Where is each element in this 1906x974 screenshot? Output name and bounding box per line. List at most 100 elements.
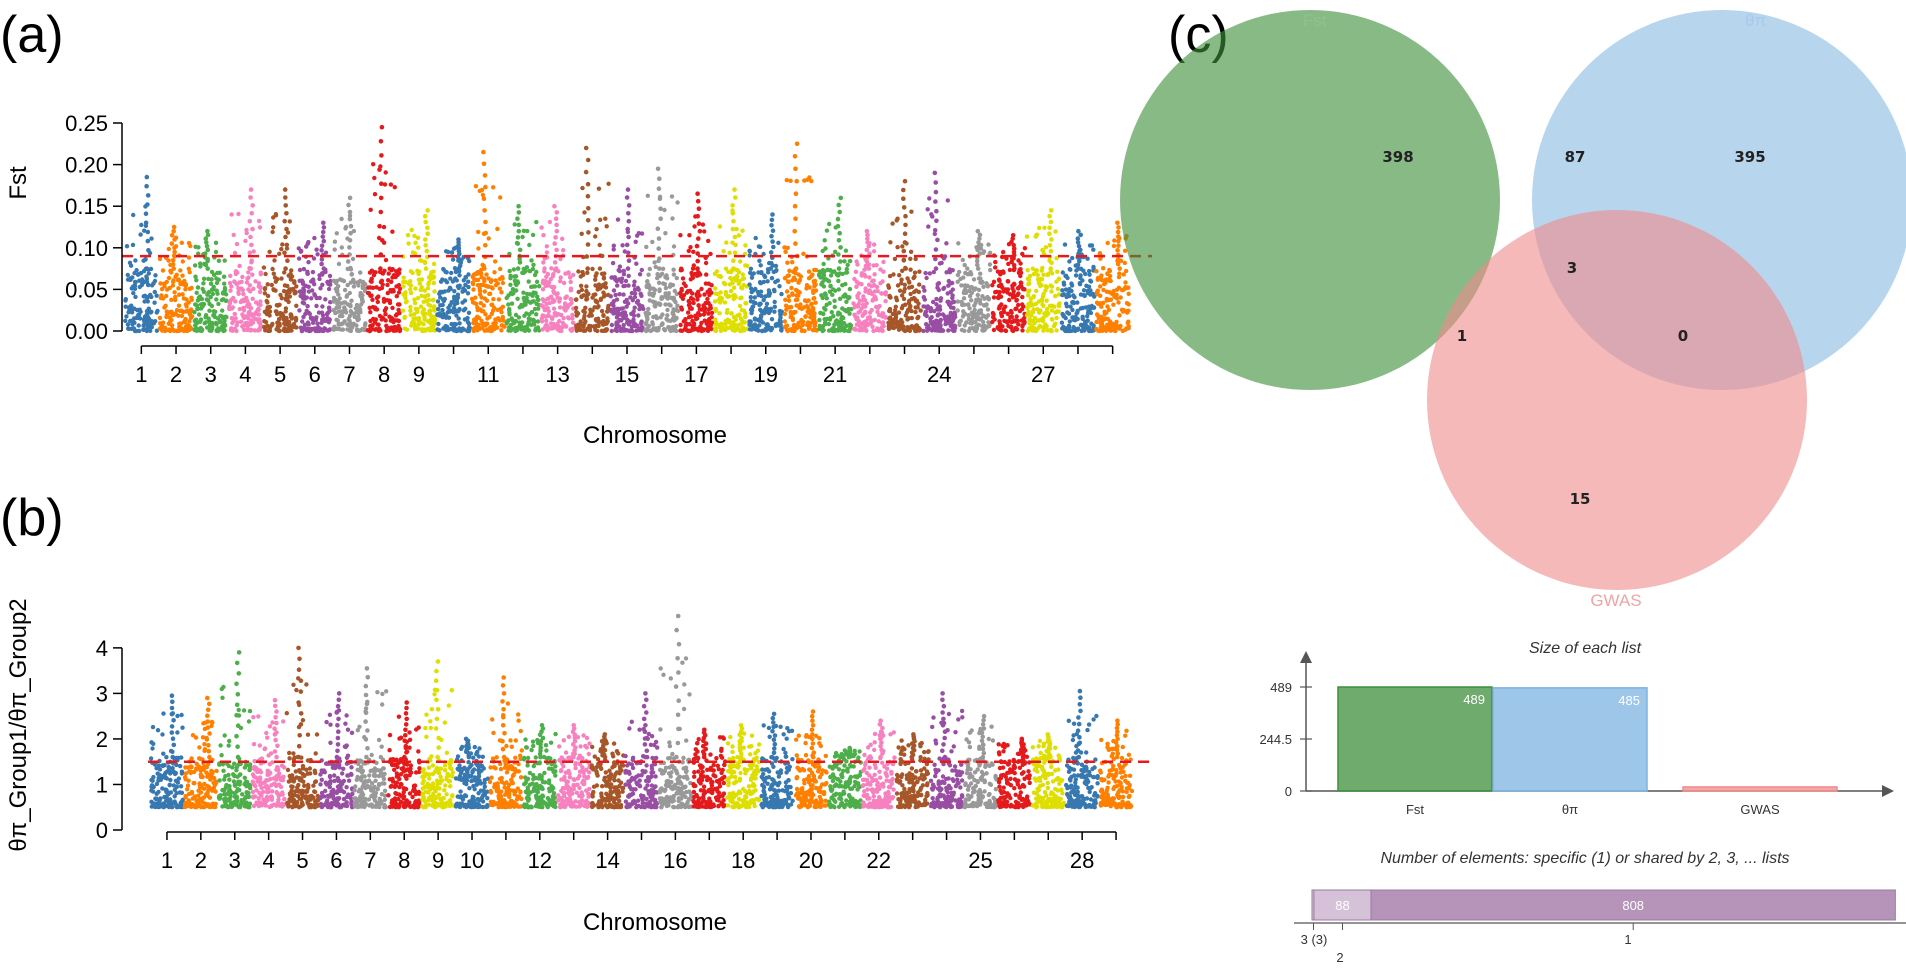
a-point bbox=[326, 320, 332, 325]
a-point bbox=[351, 228, 357, 234]
a-point bbox=[985, 307, 991, 312]
b-point bbox=[201, 721, 206, 726]
a-point bbox=[359, 302, 364, 307]
a-point bbox=[671, 267, 676, 272]
a-point bbox=[240, 312, 245, 317]
a-point bbox=[679, 267, 684, 273]
a-point bbox=[1011, 292, 1016, 297]
a-point bbox=[683, 317, 688, 322]
a-peak-point bbox=[481, 231, 487, 236]
b-point bbox=[158, 776, 163, 781]
a-peak-point bbox=[933, 247, 939, 252]
a-point bbox=[934, 296, 939, 302]
a-point bbox=[887, 294, 892, 300]
a-peak-point bbox=[248, 187, 254, 192]
a-point bbox=[832, 304, 837, 310]
a-peak-point bbox=[347, 266, 353, 271]
a-point bbox=[310, 288, 315, 293]
b-point bbox=[160, 802, 165, 807]
a-point bbox=[418, 304, 424, 309]
a-point bbox=[972, 307, 977, 313]
a-point bbox=[757, 302, 762, 308]
a-point bbox=[945, 198, 950, 203]
a-point bbox=[469, 296, 475, 302]
a-point bbox=[457, 307, 462, 312]
a-point bbox=[621, 283, 626, 289]
a-point bbox=[484, 322, 489, 327]
a-point bbox=[844, 266, 849, 272]
a-peak-point bbox=[552, 241, 557, 246]
a-point bbox=[699, 328, 704, 334]
a-point bbox=[899, 293, 905, 298]
a-peak-point bbox=[554, 247, 559, 253]
a-point bbox=[336, 261, 342, 267]
a-point bbox=[991, 279, 997, 284]
a-point bbox=[1064, 304, 1070, 309]
a-peak-point bbox=[379, 238, 385, 243]
a-point bbox=[962, 302, 967, 307]
a-point bbox=[1073, 314, 1078, 320]
a-point bbox=[1004, 256, 1009, 261]
a-peak-point bbox=[1116, 234, 1121, 239]
a-point bbox=[519, 327, 525, 332]
a-point bbox=[1001, 249, 1006, 255]
a-point bbox=[393, 318, 398, 323]
a-point bbox=[227, 306, 233, 311]
a-point bbox=[923, 270, 928, 276]
a-peak-point bbox=[976, 240, 981, 245]
a-point bbox=[560, 236, 565, 241]
a-point bbox=[639, 293, 644, 298]
a-peak-point bbox=[1049, 260, 1054, 266]
a-point bbox=[940, 312, 946, 317]
b-point bbox=[155, 728, 161, 733]
a-point bbox=[423, 311, 428, 316]
a-point bbox=[1089, 243, 1095, 248]
a-point bbox=[406, 241, 411, 246]
a-point bbox=[249, 318, 254, 323]
a-peak-point bbox=[977, 236, 982, 241]
a-point bbox=[925, 207, 930, 212]
a-point bbox=[264, 324, 269, 329]
a-point bbox=[971, 277, 977, 282]
a-point bbox=[421, 322, 426, 327]
a-point bbox=[1067, 267, 1073, 272]
a-point bbox=[640, 304, 645, 309]
a-point bbox=[747, 253, 752, 258]
a-point bbox=[506, 293, 511, 298]
a-peak-point bbox=[903, 213, 908, 219]
a-point bbox=[682, 327, 688, 332]
a-point bbox=[718, 274, 723, 279]
a-peak-point bbox=[1047, 243, 1053, 248]
a-point bbox=[562, 307, 567, 312]
a-point bbox=[688, 295, 694, 301]
a-point bbox=[355, 318, 360, 323]
a-peak-point bbox=[975, 262, 980, 268]
a-point bbox=[737, 278, 742, 284]
a-point bbox=[789, 285, 794, 291]
a-point bbox=[639, 267, 644, 273]
a-point bbox=[180, 292, 185, 297]
a-point bbox=[1020, 324, 1025, 329]
a-point bbox=[611, 243, 616, 248]
a-point bbox=[809, 178, 814, 184]
b-peak-point bbox=[171, 718, 176, 723]
a-point bbox=[928, 319, 933, 325]
b-point bbox=[167, 782, 172, 787]
a-peak-point bbox=[1047, 231, 1052, 236]
a-point bbox=[452, 306, 457, 311]
a-point bbox=[491, 305, 497, 310]
a-point bbox=[510, 287, 516, 292]
a-point bbox=[756, 244, 762, 249]
a-point bbox=[975, 292, 980, 298]
a-peak-point bbox=[348, 223, 354, 229]
a-point bbox=[480, 321, 485, 327]
a-point bbox=[500, 314, 505, 320]
a-point bbox=[985, 283, 990, 288]
a-point bbox=[440, 307, 445, 313]
a-x-tick-label: 9 bbox=[413, 362, 425, 387]
a-point bbox=[1007, 297, 1012, 303]
a-point bbox=[762, 310, 768, 315]
a-point bbox=[626, 283, 631, 288]
a-peak-point bbox=[624, 242, 630, 248]
a-point bbox=[185, 323, 190, 328]
